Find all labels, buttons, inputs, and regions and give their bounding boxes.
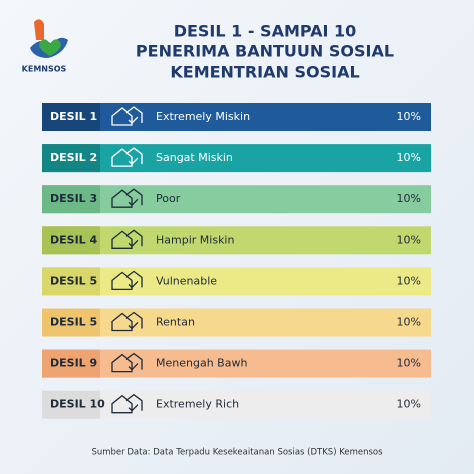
icon-check <box>128 239 139 248</box>
icon <box>111 311 143 332</box>
icon-house <box>111 229 143 249</box>
row: DESIL 2 Sangat Miskin 10% <box>42 144 431 173</box>
row: DESIL 9 Menengah Bawh 10% <box>42 349 431 378</box>
icon <box>111 147 143 167</box>
icon-house <box>111 106 143 126</box>
row: DESIL 5 Vulnenable 10% <box>42 267 431 296</box>
row-name: Rentan <box>156 316 195 329</box>
logo-text: KEMNSOS <box>22 65 67 74</box>
row-percent: 10% <box>397 151 421 164</box>
row-bar <box>42 390 431 419</box>
icon-check <box>128 157 139 166</box>
row-label-box <box>42 144 100 173</box>
row-percent: 10% <box>397 398 421 411</box>
row-percent: 10% <box>397 110 421 123</box>
logo: KEMNSOS <box>22 19 68 74</box>
row-percent: 10% <box>397 233 421 246</box>
row-name: Extremely Rich <box>156 398 239 411</box>
row: DESIL 5 Rentan 10% <box>42 308 431 337</box>
row-bar <box>42 267 431 296</box>
row-name: Vulnenable <box>156 274 217 287</box>
row-label: DESIL 4 <box>50 233 97 246</box>
row-name: Extremely Miskin <box>156 110 250 123</box>
row-name: Menengah Bawh <box>156 357 247 370</box>
row-bar <box>42 226 431 255</box>
icon-house <box>111 188 143 208</box>
row: DESIL 1 Extremely Miskin 10% <box>42 103 431 131</box>
icon-check <box>128 280 139 289</box>
icon-check <box>128 116 139 124</box>
row-percent: 10% <box>397 357 421 370</box>
row-label: DESIL 2 <box>50 151 97 164</box>
row-bar <box>42 144 431 173</box>
title-line: PENERIMA BANTUUN SOSIAL <box>136 42 394 61</box>
row-percent: 10% <box>397 274 421 287</box>
icon-check <box>128 363 139 371</box>
row-percent: 10% <box>397 192 421 205</box>
row-bar <box>42 308 431 337</box>
row-label-box <box>42 267 100 296</box>
icon-house <box>111 393 143 414</box>
icon-house <box>111 270 143 291</box>
icon <box>111 188 143 208</box>
row-label-box <box>42 390 100 419</box>
icon <box>111 393 143 414</box>
row-name: Sangat Miskin <box>156 151 233 164</box>
row-label: DESIL 3 <box>50 192 97 205</box>
row-label-box <box>42 185 100 214</box>
row-label-box <box>42 226 100 255</box>
icon-house <box>111 352 143 373</box>
row-bar <box>42 349 431 378</box>
row-name: Poor <box>156 192 181 205</box>
title-line: DESIL 1 - SAMPAI 10 <box>174 22 357 41</box>
row-bar <box>42 185 431 214</box>
row-label-box <box>42 308 100 337</box>
row-label-box <box>42 349 100 378</box>
icon <box>111 352 143 373</box>
icon <box>111 106 143 126</box>
row-label: DESIL 10 <box>50 398 105 411</box>
source-note: Sumber Data: Data Terpadu Kesekeaitanan … <box>91 448 383 458</box>
row-label-box <box>42 103 100 131</box>
row: DESIL 10 Extremely Rich 10% <box>42 390 431 419</box>
row: DESIL 4 Hampir Miskin 10% <box>42 226 431 255</box>
icon-check <box>128 404 139 412</box>
icon <box>111 229 143 249</box>
title-line: KEMENTRIAN SOSIAL <box>170 63 359 82</box>
row-bar <box>42 103 431 131</box>
row-label: DESIL 5 <box>50 274 97 287</box>
row-label: DESIL 1 <box>50 110 97 123</box>
icon <box>111 270 143 291</box>
row-label: DESIL 5 <box>50 316 97 329</box>
icon-house <box>111 311 143 332</box>
row: DESIL 3 Poor 10% <box>42 185 431 214</box>
icon-check <box>128 322 139 330</box>
row-percent: 10% <box>397 316 421 329</box>
row-name: Hampir Miskin <box>156 233 234 246</box>
icon-check <box>128 198 139 207</box>
icon-house <box>111 147 143 167</box>
row-label: DESIL 9 <box>50 357 97 370</box>
rows: DESIL 1 Extremely Miskin 10% DESIL 2 Sangat … <box>42 103 431 419</box>
